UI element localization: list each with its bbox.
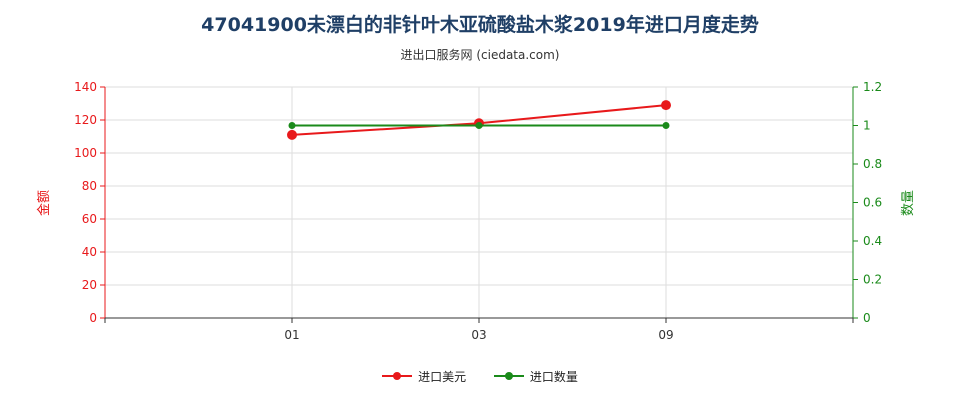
y-tick-label-right-6: 1.2 [863,80,882,94]
legend-item-series-0[interactable]: 进口美元 [382,368,466,385]
y-tick-label-right-4: 0.8 [863,157,882,171]
x-tick-label-0: 01 [284,328,299,342]
y-tick-label-left-1: 20 [82,278,97,292]
y-tick-label-left-0: 0 [89,311,97,325]
legend-label-series-1: 进口数量 [529,369,578,384]
chart-title: 47041900未漂白的非针叶木亚硫酸盐木浆2019年进口月度走势 [201,14,759,36]
x-tick-label-1: 03 [471,328,486,342]
y-tick-label-right-3: 0.6 [863,196,882,210]
y-tick-label-left-7: 140 [74,80,97,94]
legend-item-series-1[interactable]: 进口数量 [493,368,578,385]
legend: 进口美元 进口数量 [0,366,960,385]
y-tick-label-right-5: 1 [863,119,871,133]
y-tick-label-left-6: 120 [74,113,97,127]
y-tick-label-right-0: 0 [863,311,871,325]
y-axis-label-right: 数量 [901,190,916,216]
chart-subtitle: 进出口服务网 (ciedata.com) [400,48,560,62]
data-point-series-0-0 [287,129,297,140]
data-point-series-1-0 [288,122,296,129]
x-tick-label-2: 09 [658,328,673,342]
y-tick-label-right-1: 0.2 [863,273,882,287]
legend-swatch-series-1 [493,372,524,380]
data-point-series-1-1 [475,122,483,129]
y-axis-label-left: 金额 [36,190,52,216]
legend-label-series-0: 进口美元 [418,369,467,384]
data-point-series-1-2 [662,122,670,129]
axes: 0 20 40 60 80 100 120 140 0 0.2 0.4 0.6 0.8 1 1.2 01 03 0… [74,80,882,342]
y-tick-label-left-2: 40 [82,245,97,259]
y-tick-label-left-3: 60 [82,212,97,226]
y-tick-label-right-2: 0.4 [863,234,882,248]
data-point-series-0-2 [661,100,671,111]
legend-swatch-series-0 [382,372,413,380]
series-layer [287,100,671,140]
y-tick-label-left-5: 100 [74,146,97,160]
y-tick-label-left-4: 80 [82,179,97,193]
